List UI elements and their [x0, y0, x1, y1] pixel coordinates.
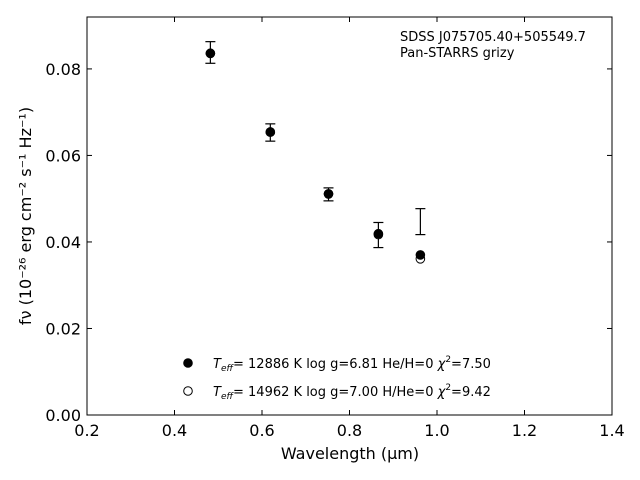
- plot-frame: [86, 16, 613, 416]
- legend-entry-2: Teff= 14962 K log g=7.00 H/He=0 χ2=9.42: [213, 383, 491, 402]
- y-axis-label: fν (10⁻²⁶ erg cm⁻² s⁻¹ Hz⁻¹): [16, 107, 35, 325]
- model-point-filled: [415, 250, 426, 260]
- model-point-filled: [323, 189, 334, 199]
- y-tick-label: 0.04: [45, 233, 81, 252]
- x-tick-label: 1.4: [599, 421, 624, 440]
- x-tick-label: 0.6: [249, 421, 274, 440]
- model-point-filled: [265, 127, 276, 137]
- x-tick-label: 0.4: [162, 421, 187, 440]
- annotation-photometry: Pan-STARRS grizy: [400, 46, 515, 61]
- y-tick-label: 0.02: [45, 319, 81, 338]
- legend-marker-filled: [183, 358, 193, 368]
- x-tick-label: 0.2: [74, 421, 99, 440]
- legend: Teff= 12886 K log g=6.81 He/H=0 χ2=7.50 …: [183, 355, 491, 402]
- y-tick-label: 0.08: [45, 60, 81, 79]
- y-tick-label: 0.06: [45, 146, 81, 165]
- x-tick-label: 1.0: [424, 421, 449, 440]
- axis-ticks: 0.2 0.4 0.6 0.8 1.0 1.2 1.4 0.00 0.02 0.04 0.06 0.0…: [45, 17, 625, 440]
- x-tick-label: 0.8: [337, 421, 362, 440]
- legend-entry-1: Teff= 12886 K log g=6.81 He/H=0 χ2=7.50: [213, 355, 491, 374]
- annotation-object: SDSS J075705.40+505549.7: [400, 30, 586, 45]
- model-point-filled: [205, 48, 216, 59]
- x-tick-label: 1.2: [512, 421, 537, 440]
- y-tick-label: 0.00: [45, 406, 81, 425]
- x-axis-label: Wavelength (μm): [281, 444, 419, 463]
- model-point-filled: [373, 228, 384, 239]
- plot-marks: [205, 41, 426, 264]
- legend-marker-open: [183, 386, 193, 396]
